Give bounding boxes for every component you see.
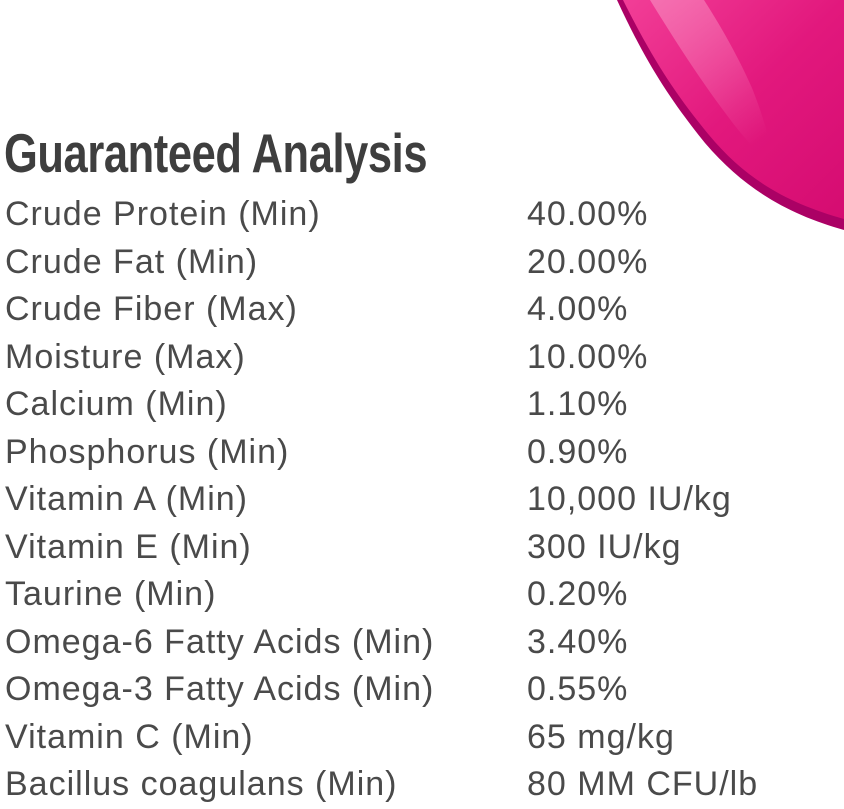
nutrient-value: 300 IU/kg bbox=[527, 527, 682, 566]
table-row: Omega-6 Fatty Acids (Min) 3.40% bbox=[5, 619, 844, 667]
nutrient-value: 40.00% bbox=[527, 195, 649, 234]
table-row: Omega-3 Fatty Acids (Min) 0.55% bbox=[5, 666, 844, 714]
table-row: Calcium (Min) 1.10% bbox=[5, 381, 844, 429]
nutrient-value: 3.40% bbox=[527, 622, 629, 661]
table-row: Vitamin A (Min) 10,000 IU/kg bbox=[5, 476, 844, 524]
table-row: Phosphorus (Min) 0.90% bbox=[5, 429, 844, 477]
analysis-table: Crude Protein (Min) 40.00% Crude Fat (Mi… bbox=[5, 191, 844, 809]
swoosh-highlight bbox=[650, 0, 776, 170]
nutrient-label: Vitamin A (Min) bbox=[5, 480, 249, 519]
nutrient-value: 80 MM CFU/lb bbox=[527, 765, 759, 804]
page-title: Guaranteed Analysis bbox=[4, 121, 428, 184]
table-row: Crude Protein (Min) 40.00% bbox=[5, 191, 844, 239]
nutrient-value: 10.00% bbox=[527, 337, 649, 376]
table-row: Vitamin C (Min) 65 mg/kg bbox=[5, 714, 844, 762]
nutrient-label: Phosphorus (Min) bbox=[5, 432, 290, 471]
nutrient-label: Crude Fiber (Max) bbox=[5, 290, 298, 329]
nutrient-value: 10,000 IU/kg bbox=[527, 480, 732, 519]
table-row: Bacillus coagulans (Min) 80 MM CFU/lb bbox=[5, 761, 844, 809]
nutrient-value: 4.00% bbox=[527, 290, 629, 329]
nutrient-label: Crude Fat (Min) bbox=[5, 242, 259, 281]
table-row: Moisture (Max) 10.00% bbox=[5, 334, 844, 382]
nutrient-value: 1.10% bbox=[527, 385, 629, 424]
nutrient-value: 0.55% bbox=[527, 670, 629, 709]
nutrient-value: 0.90% bbox=[527, 432, 629, 471]
nutrient-label: Omega-3 Fatty Acids (Min) bbox=[5, 670, 435, 709]
nutrient-label: Taurine (Min) bbox=[5, 575, 217, 614]
table-row: Crude Fat (Min) 20.00% bbox=[5, 239, 844, 287]
nutrient-value: 0.20% bbox=[527, 575, 629, 614]
table-row: Taurine (Min) 0.20% bbox=[5, 571, 844, 619]
nutrient-label: Calcium (Min) bbox=[5, 385, 228, 424]
nutrient-label: Vitamin C (Min) bbox=[5, 717, 254, 756]
nutrient-label: Crude Protein (Min) bbox=[5, 195, 321, 234]
nutrient-label: Vitamin E (Min) bbox=[5, 527, 252, 566]
nutrient-label: Bacillus coagulans (Min) bbox=[5, 765, 398, 804]
table-row: Crude Fiber (Max) 4.00% bbox=[5, 286, 844, 334]
table-row: Vitamin E (Min) 300 IU/kg bbox=[5, 524, 844, 572]
nutrient-value: 20.00% bbox=[527, 242, 649, 281]
nutrient-label: Moisture (Max) bbox=[5, 337, 246, 376]
nutrient-label: Omega-6 Fatty Acids (Min) bbox=[5, 622, 435, 661]
nutrient-value: 65 mg/kg bbox=[527, 717, 675, 756]
swoosh-body bbox=[623, 0, 844, 219]
